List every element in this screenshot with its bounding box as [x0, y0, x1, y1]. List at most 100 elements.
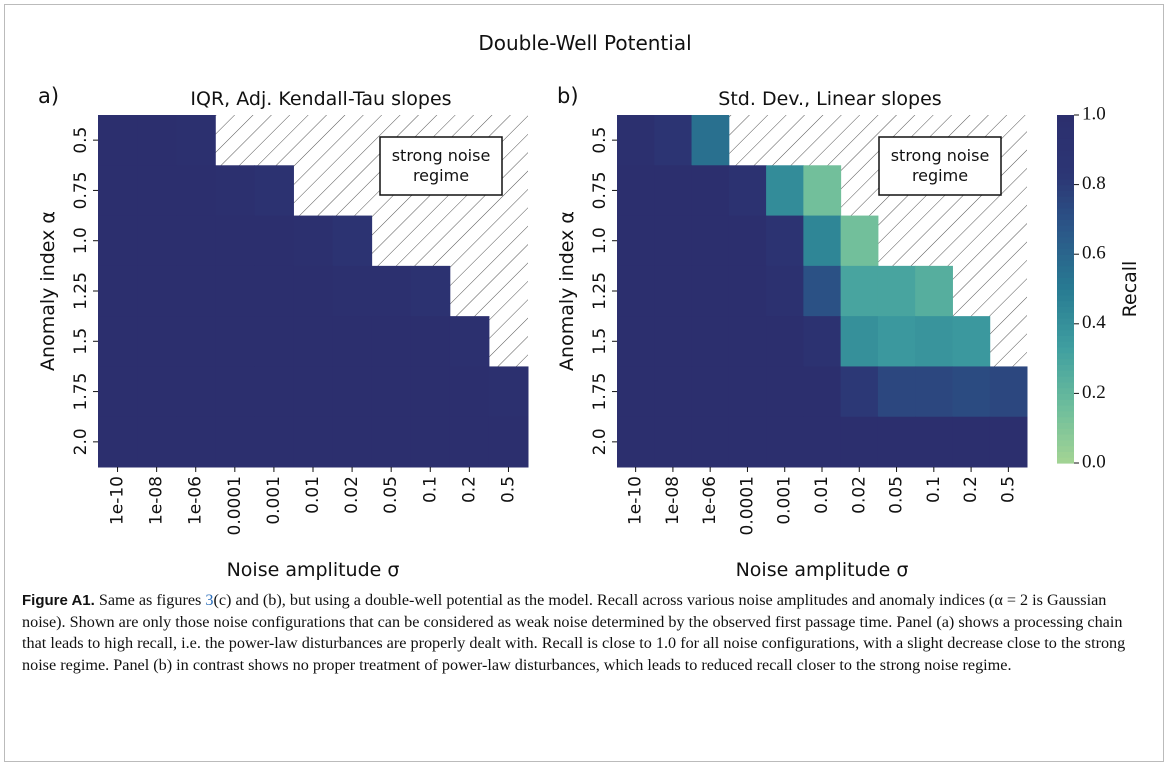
colorbar-segment	[1057, 323, 1074, 331]
colorbar-segment	[1057, 341, 1074, 348]
heat-cell	[989, 366, 1028, 418]
colorbar-tick-label: 0.4	[1082, 312, 1106, 333]
heat-cell	[293, 265, 334, 317]
annotation-line: strong noise	[392, 146, 491, 165]
heat-cell	[137, 316, 177, 367]
heat-cell	[449, 316, 490, 367]
colorbar-segment	[1057, 410, 1074, 418]
heat-cell	[332, 366, 373, 418]
heat-cell	[371, 265, 412, 317]
y-tick-label: 0.5	[590, 127, 610, 154]
panel-label: b)	[557, 84, 579, 108]
x-tick-label: 1e-10	[108, 476, 128, 525]
heat-cell	[488, 416, 529, 468]
colorbar-segment	[1057, 219, 1074, 226]
x-tick-label: 0.001	[264, 476, 284, 525]
x-tick-label: 0.5	[498, 476, 518, 503]
x-tick-label: 0.02	[849, 476, 869, 514]
heat-cell	[803, 416, 842, 468]
colorbar-segment	[1057, 422, 1074, 429]
heat-cell	[98, 165, 138, 217]
heat-cell	[654, 366, 693, 418]
heat-cell	[989, 416, 1028, 468]
y-tick-label: 1.75	[71, 373, 91, 411]
heat-cell	[332, 316, 373, 367]
heat-cell	[654, 115, 693, 166]
heat-cell	[840, 265, 879, 317]
heat-cell	[728, 215, 767, 267]
colorbar-segment	[1057, 335, 1074, 342]
colorbar-segment	[1057, 132, 1074, 139]
caption-ref[interactable]: 3	[205, 591, 214, 609]
colorbar-tick-label: 1.0	[1082, 103, 1106, 124]
colorbar-label: Recall	[1119, 261, 1141, 318]
heat-cell	[617, 416, 655, 468]
heat-cell	[877, 366, 916, 418]
x-tick-label: 0.0001	[225, 476, 245, 535]
colorbar-segment	[1057, 155, 1074, 162]
x-tick-label: 1e-10	[626, 476, 646, 525]
x-tick-label: 0.1	[420, 476, 440, 503]
x-tick-label: 0.05	[381, 476, 401, 514]
colorbar-segment	[1057, 231, 1074, 238]
heat-cell	[371, 366, 412, 418]
heat-cell	[803, 215, 842, 267]
heat-cell	[137, 215, 177, 267]
colorbar-segment	[1057, 381, 1074, 389]
colorbar-segment	[1057, 416, 1074, 423]
heat-cell	[410, 316, 451, 367]
annotation-box	[379, 136, 503, 196]
heat-cell	[410, 416, 451, 468]
x-tick-label: 0.2	[961, 476, 981, 503]
colorbar-segment	[1057, 439, 1074, 447]
colorbar-segment	[1057, 300, 1074, 307]
x-tick-label: 0.0001	[737, 476, 757, 535]
heat-cell	[766, 215, 804, 267]
annotation-line: regime	[912, 166, 968, 185]
colorbar-tick-label: 0.6	[1082, 243, 1106, 264]
heat-cell	[915, 366, 953, 418]
colorbar-segment	[1057, 213, 1074, 220]
heat-cell	[803, 316, 842, 367]
y-tick-label: 0.75	[590, 171, 610, 209]
y-tick-label: 1.75	[590, 373, 610, 411]
heat-cell	[176, 115, 216, 166]
annotation: strong noise regime	[392, 146, 491, 185]
heat-cell	[617, 115, 655, 166]
heat-cell	[449, 366, 490, 418]
colorbar-segment	[1057, 184, 1074, 191]
colorbar-segment	[1057, 242, 1074, 249]
colorbar-segment	[1057, 445, 1074, 452]
heat-cell	[98, 265, 138, 317]
heat-cell	[215, 366, 255, 418]
colorbar-segment	[1057, 376, 1074, 383]
y-tick-label: 1.5	[590, 328, 610, 355]
heat-cell	[332, 215, 373, 267]
heat-cell	[728, 416, 767, 468]
x-axis-label: Noise amplitude σ	[227, 559, 400, 581]
heat-cell	[617, 316, 655, 367]
heat-cell	[691, 316, 730, 367]
x-tick-label: 1e-08	[147, 476, 167, 525]
x-tick-label: 0.01	[812, 476, 832, 514]
heat-cell	[654, 316, 693, 367]
heat-cell	[176, 366, 216, 418]
x-axis-label: Noise amplitude σ	[736, 559, 909, 581]
colorbar-segment	[1057, 271, 1074, 278]
colorbar-segment	[1057, 399, 1074, 406]
caption: Figure A1. Same as figures 3(c) and (b),…	[22, 590, 1142, 676]
colorbar-segment	[1057, 260, 1074, 267]
colorbar-tick-label: 0.8	[1082, 173, 1106, 194]
heat-cell	[176, 416, 216, 468]
colorbar-segment	[1057, 294, 1074, 302]
colorbar-segment	[1057, 283, 1074, 290]
heat-cell	[654, 215, 693, 267]
heat-cell	[215, 165, 255, 217]
annotation-box	[878, 136, 1002, 196]
y-tick-label: 1.25	[590, 272, 610, 310]
heat-cell	[254, 215, 294, 267]
x-tick-label: 0.01	[303, 476, 323, 514]
colorbar-segment	[1057, 428, 1074, 435]
heat-cell	[952, 316, 991, 367]
heat-cell	[877, 265, 916, 317]
